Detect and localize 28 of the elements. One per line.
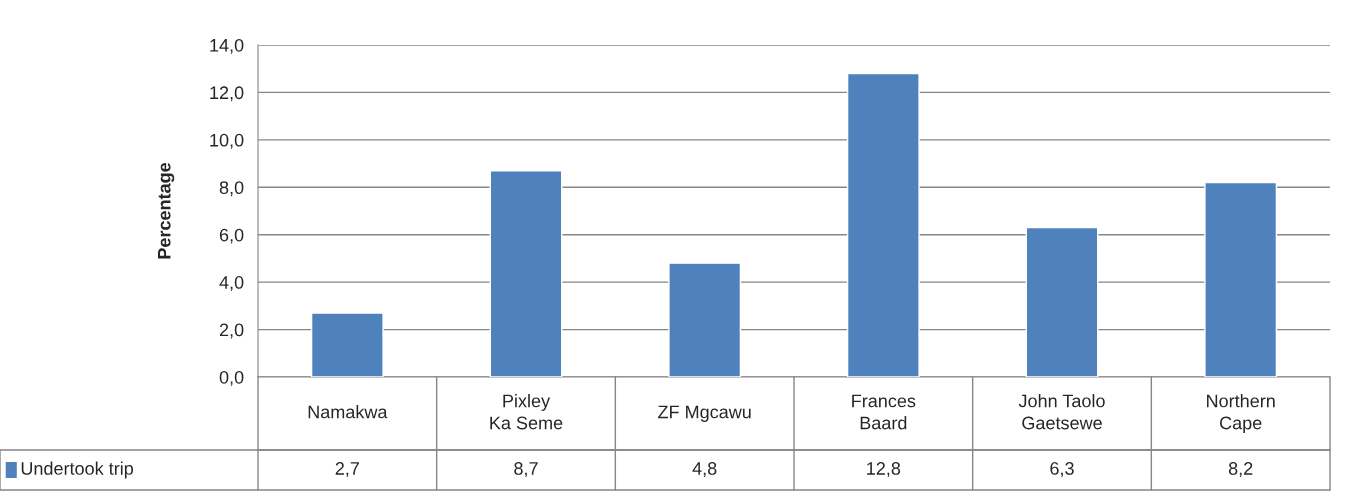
bar [668, 262, 742, 377]
x-tick-label: Northern Cape [1207, 394, 1275, 433]
y-tick-label: 2,0 [219, 323, 244, 339]
bar [489, 169, 563, 377]
data-label: 4,8 [692, 462, 717, 477]
x-tick-label: John Taolo Gaetsewe [1018, 394, 1105, 430]
bar [1025, 226, 1099, 377]
y-tick-label: 10,0 [210, 133, 244, 149]
y-tick-label: 12,0 [210, 86, 244, 102]
y-tick-label: 4,0 [219, 276, 244, 291]
y-tick-label: 0,0 [219, 370, 244, 386]
bar [846, 72, 920, 377]
bar [310, 312, 384, 377]
data-label: 2,7 [335, 462, 359, 477]
y-tick-label: 14,0 [210, 38, 244, 54]
y-tick-label: 8,0 [219, 181, 244, 197]
y-axis-title: Percentage [158, 162, 175, 259]
data-label: 8,7 [514, 462, 538, 477]
y-tick-label: 6,0 [219, 228, 244, 244]
x-tick-label: ZF Mgcawu [658, 405, 751, 422]
data-label: 6,3 [1050, 462, 1074, 477]
legend-label: Undertook trip [21, 461, 134, 479]
data-label: 8,2 [1228, 462, 1253, 477]
data-label: 12,8 [867, 462, 901, 477]
x-tick-label: Frances Baard [852, 394, 916, 430]
x-tick-label: Pixley Ka Seme [490, 394, 563, 430]
x-tick-label: Namakwa [308, 405, 388, 419]
bar [1204, 181, 1278, 377]
